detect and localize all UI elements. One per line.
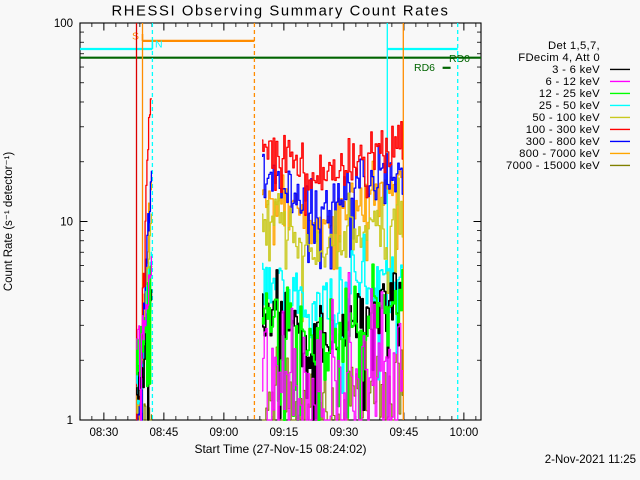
svg-text:RD0: RD0 [449, 53, 470, 65]
svg-text:08:45: 08:45 [149, 427, 178, 439]
svg-text:10:00: 10:00 [449, 427, 478, 439]
svg-text:S: S [132, 31, 139, 43]
svg-text:09:15: 09:15 [269, 427, 298, 439]
svg-text:09:30: 09:30 [329, 427, 358, 439]
svg-text:100 - 300 keV: 100 - 300 keV [526, 124, 600, 136]
svg-text:RD6: RD6 [414, 62, 435, 74]
svg-text:2-Nov-2021 11:25: 2-Nov-2021 11:25 [545, 454, 636, 466]
svg-text:12 - 25 keV: 12 - 25 keV [539, 88, 600, 100]
svg-text:FDecim 4, Att 0: FDecim 4, Att 0 [518, 52, 600, 64]
svg-text:1: 1 [67, 415, 73, 427]
svg-text:Det 1,5,7,: Det 1,5,7, [548, 40, 600, 52]
svg-text:7000 - 15000 keV: 7000 - 15000 keV [506, 160, 600, 172]
svg-text:300 - 800 keV: 300 - 800 keV [526, 136, 600, 148]
svg-text:RHESSI Observing Summary Count: RHESSI Observing Summary Count Rates [111, 4, 449, 20]
svg-text:09:00: 09:00 [209, 427, 238, 439]
svg-text:100: 100 [54, 18, 73, 30]
svg-text:10: 10 [60, 217, 73, 229]
svg-text:Count Rate (s⁻¹ detector⁻¹): Count Rate (s⁻¹ detector⁻¹) [3, 152, 15, 291]
svg-text:3 - 6 keV: 3 - 6 keV [552, 64, 600, 76]
svg-text:09:45: 09:45 [389, 427, 418, 439]
svg-text:6 - 12 keV: 6 - 12 keV [546, 76, 601, 88]
svg-text:Start Time (27-Nov-15 08:24:02: Start Time (27-Nov-15 08:24:02) [194, 442, 366, 456]
svg-text:800 - 7000 keV: 800 - 7000 keV [519, 148, 600, 160]
svg-text:08:30: 08:30 [89, 427, 118, 439]
svg-text:N: N [155, 39, 163, 51]
svg-text:25 - 50 keV: 25 - 50 keV [539, 100, 600, 112]
svg-text:50 - 100 keV: 50 - 100 keV [532, 112, 600, 124]
